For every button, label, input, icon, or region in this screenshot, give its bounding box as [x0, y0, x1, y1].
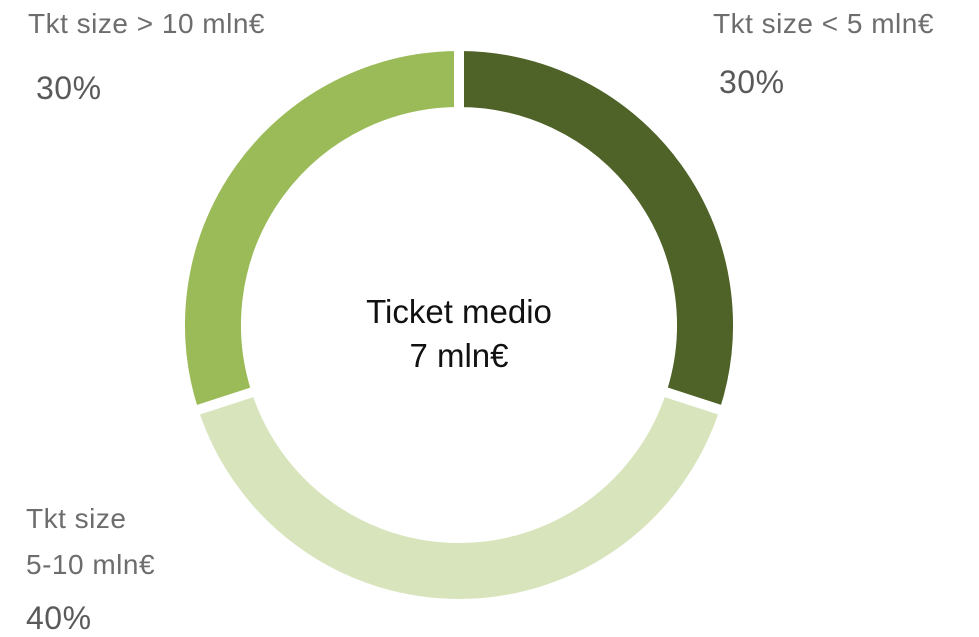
slice-label-medium-line-1: Tkt size	[26, 503, 127, 534]
donut-slice-medium	[187, 384, 731, 609]
slice-label-small: Tkt size < 5 mln€	[713, 8, 934, 39]
slice-value-medium: 40%	[26, 600, 92, 636]
slice-label-medium-line-2: 5-10 mln€	[26, 549, 156, 580]
center-label: Ticket medio 7 mln€	[359, 290, 559, 378]
slice-value-large: 30%	[36, 70, 102, 106]
center-label-line-1: Ticket medio	[366, 293, 552, 330]
slice-value-small: 30%	[719, 64, 785, 100]
slice-label-large: Tkt size > 10 mln€	[28, 8, 265, 39]
center-label-line-2: 7 mln€	[409, 337, 509, 374]
donut-slice-large	[175, 40, 464, 418]
